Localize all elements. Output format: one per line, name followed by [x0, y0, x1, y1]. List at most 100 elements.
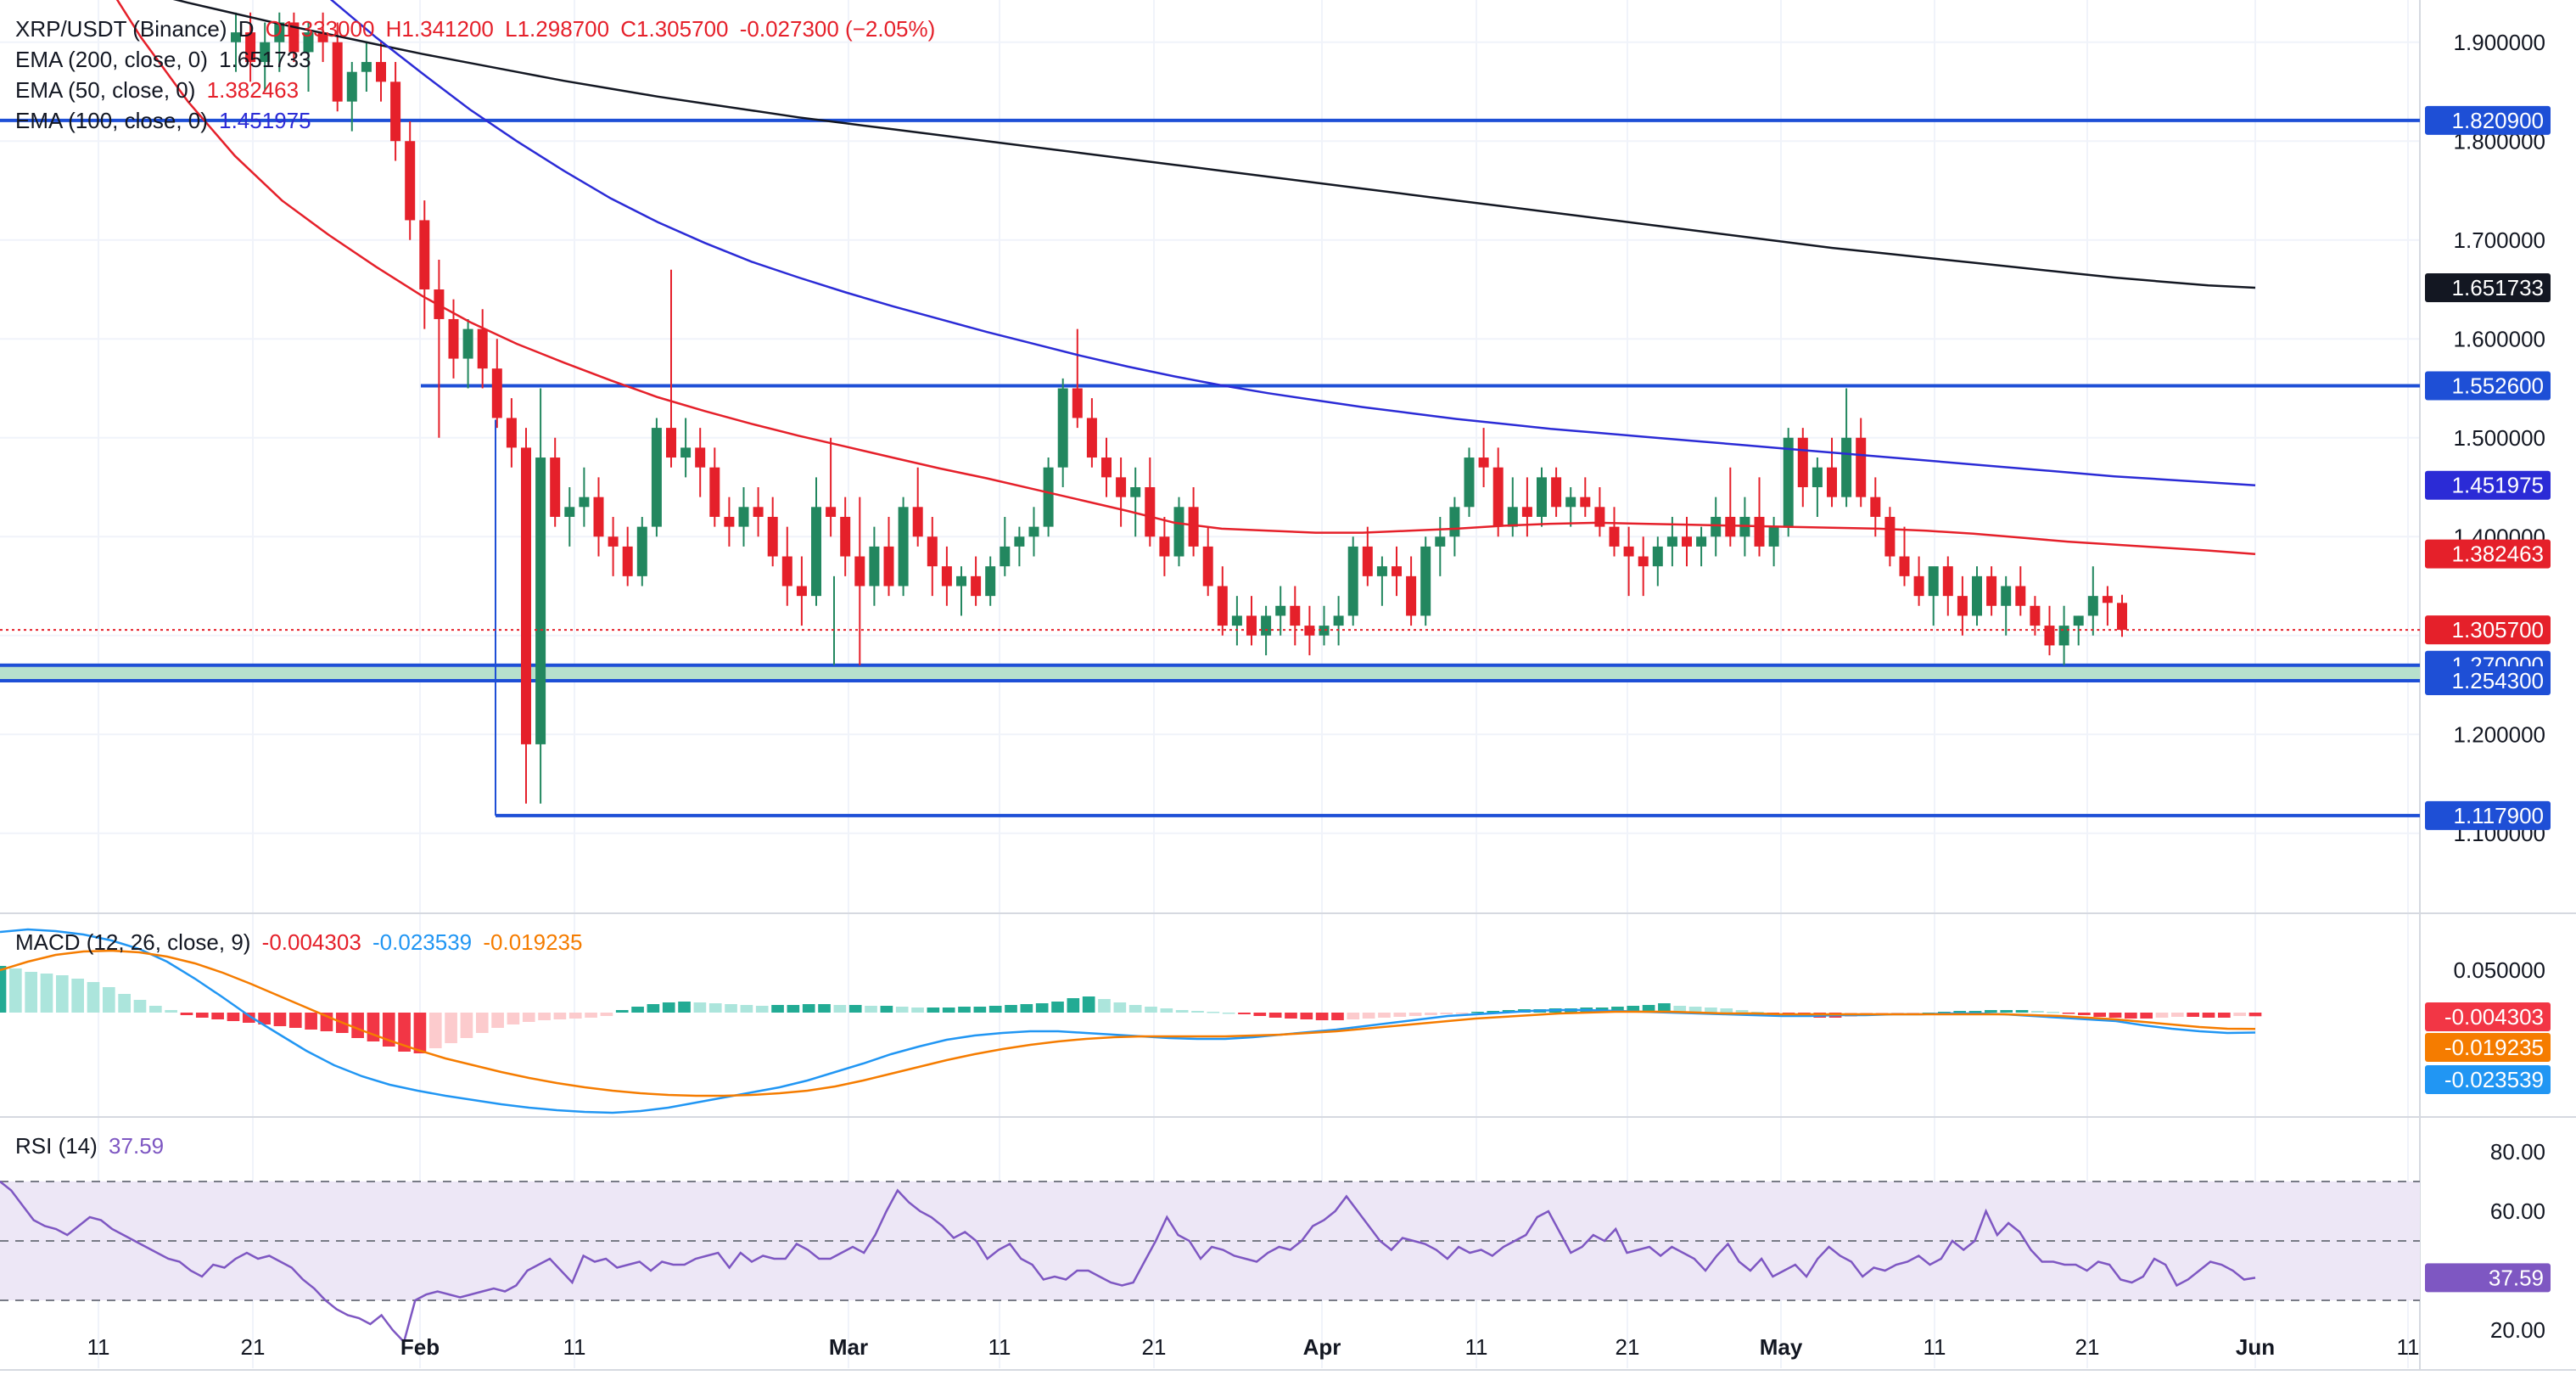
macd-hist-value: -0.004303: [261, 929, 361, 955]
price-tick-label: 1.900000: [2454, 30, 2545, 55]
candle-body: [2044, 626, 2055, 646]
macd-histogram-bar: [211, 1013, 224, 1019]
macd-histogram-bar: [973, 1007, 987, 1013]
rsi-label: RSI (14): [15, 1133, 98, 1159]
interval[interactable]: D: [238, 16, 255, 42]
level-price-label: 1.254300: [2452, 668, 2544, 693]
level-price-label-bg: [2425, 800, 2551, 830]
macd-hist-tag-bg: [2425, 1002, 2551, 1031]
candle-body: [1899, 556, 1910, 576]
macd-signal-tag: -0.019235: [2444, 1035, 2544, 1060]
ema50-row[interactable]: EMA (50, close, 0) 1.382463: [15, 75, 940, 105]
candle-body: [666, 428, 676, 458]
ema50-value: 1.382463: [206, 77, 300, 103]
macd-histogram-bar: [1735, 1010, 1749, 1013]
candle-body: [1043, 467, 1054, 527]
macd-histogram-bar: [1020, 1004, 1033, 1013]
candle-body: [1072, 388, 1083, 418]
macd-legend[interactable]: MACD (12, 26, close, 9) -0.004303 -0.023…: [15, 927, 587, 957]
macd-histogram-bar: [351, 1013, 364, 1038]
macd-histogram-bar: [568, 1013, 582, 1019]
candle-body: [579, 497, 590, 508]
candle-body: [1406, 575, 1417, 616]
macd-histogram-bar: [1238, 1013, 1251, 1014]
candle-body: [1478, 457, 1489, 468]
macd-histogram-bar: [1067, 998, 1080, 1013]
macd-histogram-bar: [1005, 1005, 1017, 1013]
candle-body: [448, 318, 459, 359]
candle-body: [1420, 546, 1431, 616]
candle-body: [1492, 467, 1504, 527]
horizontal-levels[interactable]: [0, 118, 2420, 817]
macd-histogram-bar: [911, 1008, 924, 1013]
macd-histogram-bar: [2218, 1013, 2231, 1018]
time-axis-label: 11: [563, 1334, 586, 1360]
signal-line: [0, 949, 2256, 1097]
macd-histogram-bar: [2171, 1013, 2184, 1017]
candle-body: [1507, 507, 1518, 527]
candle-body: [2102, 596, 2113, 603]
candle-body: [1986, 575, 1997, 606]
macd-histogram-bar: [118, 994, 131, 1013]
candle-body: [1145, 487, 1156, 537]
macd-signal-tag-bg: [2425, 1033, 2551, 1062]
open-value: O1.333000: [265, 16, 375, 42]
candle-body: [1376, 566, 1387, 576]
candle-body: [1754, 516, 1765, 547]
candle-body: [1666, 536, 1677, 547]
candle-body: [1768, 526, 1779, 547]
macd-histogram-bar: [1688, 1007, 1702, 1013]
macd-histogram-bar: [1347, 1013, 1360, 1019]
change-value: -0.027300 (−2.05%): [739, 16, 936, 42]
rsi-legend[interactable]: RSI (14) 37.59: [15, 1131, 169, 1161]
macd-histogram-bar: [2062, 1013, 2075, 1014]
candle-body: [738, 507, 749, 527]
candle-body: [288, 22, 300, 53]
candle-body: [1449, 507, 1460, 537]
candle-body: [1246, 615, 1257, 636]
macd-histogram-bar: [2031, 1011, 2044, 1013]
candle-body: [898, 507, 909, 587]
macd-histogram-bar: [507, 1013, 520, 1024]
macd-histogram-bar: [927, 1008, 940, 1013]
macd-histogram-bar: [1160, 1008, 1173, 1013]
macd-histogram-bar: [678, 1002, 691, 1013]
macd-histogram-bar: [880, 1006, 893, 1013]
candle-body: [1028, 526, 1039, 537]
ema100-row[interactable]: EMA (100, close, 0) 1.451975: [15, 105, 940, 136]
macd-histogram-bar: [2233, 1013, 2247, 1016]
candle-body: [680, 447, 692, 458]
rsi-tick-label: 60.00: [2490, 1198, 2545, 1224]
macd-histogram-bar: [1128, 1005, 1142, 1013]
macd-histogram-bar: [802, 1004, 815, 1013]
candle-body: [1116, 477, 1127, 497]
symbol-name[interactable]: XRP/USDT (Binance): [15, 16, 227, 42]
ema200-row[interactable]: EMA (200, close, 0) 1.651733: [15, 44, 940, 75]
candle-body: [1231, 615, 1242, 626]
macd-histogram-bar: [413, 1013, 427, 1053]
macd-histogram-bar: [771, 1005, 784, 1013]
candle-body: [2001, 586, 2012, 606]
candle-body: [1711, 516, 1722, 537]
macd-histogram-bar: [102, 987, 115, 1013]
macd-histogram-bar: [848, 1005, 862, 1013]
macd-histogram-bar: [1455, 1013, 1469, 1014]
ema50-line: [115, 0, 2256, 555]
support-zone: [0, 665, 2420, 681]
candle-body: [462, 328, 473, 359]
macd-histogram-bar: [1938, 1012, 1951, 1013]
macd-histogram-bar: [2093, 1013, 2107, 1017]
time-axis-label: 21: [1142, 1334, 1167, 1360]
ema100-price-label-bg: [2425, 470, 2551, 500]
macd-histogram-bar: [1098, 999, 1111, 1013]
candle-body: [1217, 586, 1228, 626]
macd-histogram-bar: [725, 1004, 737, 1013]
candle-body: [724, 516, 735, 527]
macd-histogram-bar: [631, 1007, 644, 1013]
candle-body: [1101, 457, 1112, 478]
candle-body: [274, 22, 285, 42]
candle-body: [883, 546, 894, 587]
candle-body: [2058, 626, 2069, 646]
candle-body: [346, 71, 357, 102]
